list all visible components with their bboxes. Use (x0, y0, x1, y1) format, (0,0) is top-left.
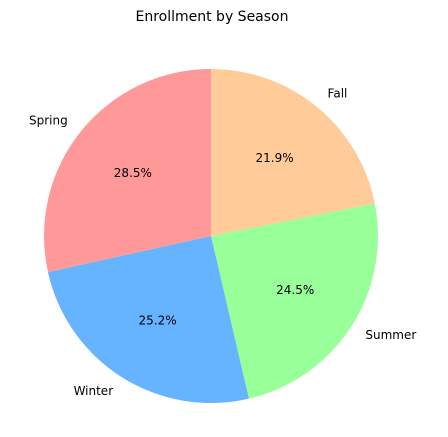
pie-slices (44, 69, 379, 404)
slice-label-spring: Spring (29, 114, 68, 128)
pie-slice-winter (47, 236, 249, 404)
pie-slice-summer (211, 203, 379, 399)
pie-slice-fall (211, 69, 375, 236)
slice-label-summer: Summer (365, 328, 416, 342)
chart-title: Enrollment by Season (135, 9, 288, 25)
percent-label-spring: 28.5% (114, 166, 152, 180)
slice-label-fall: Fall (328, 87, 348, 101)
percent-label-fall: 21.9% (256, 151, 294, 165)
percent-label-winter: 25.2% (139, 313, 177, 327)
percent-label-summer: 24.5% (276, 283, 314, 297)
slice-label-winter: Winter (74, 384, 114, 398)
pie-slice-spring (44, 69, 212, 273)
pie-labels: Fall 21.9% Summer 24.5% Winter 25.2% Spring 28.… (29, 87, 416, 398)
